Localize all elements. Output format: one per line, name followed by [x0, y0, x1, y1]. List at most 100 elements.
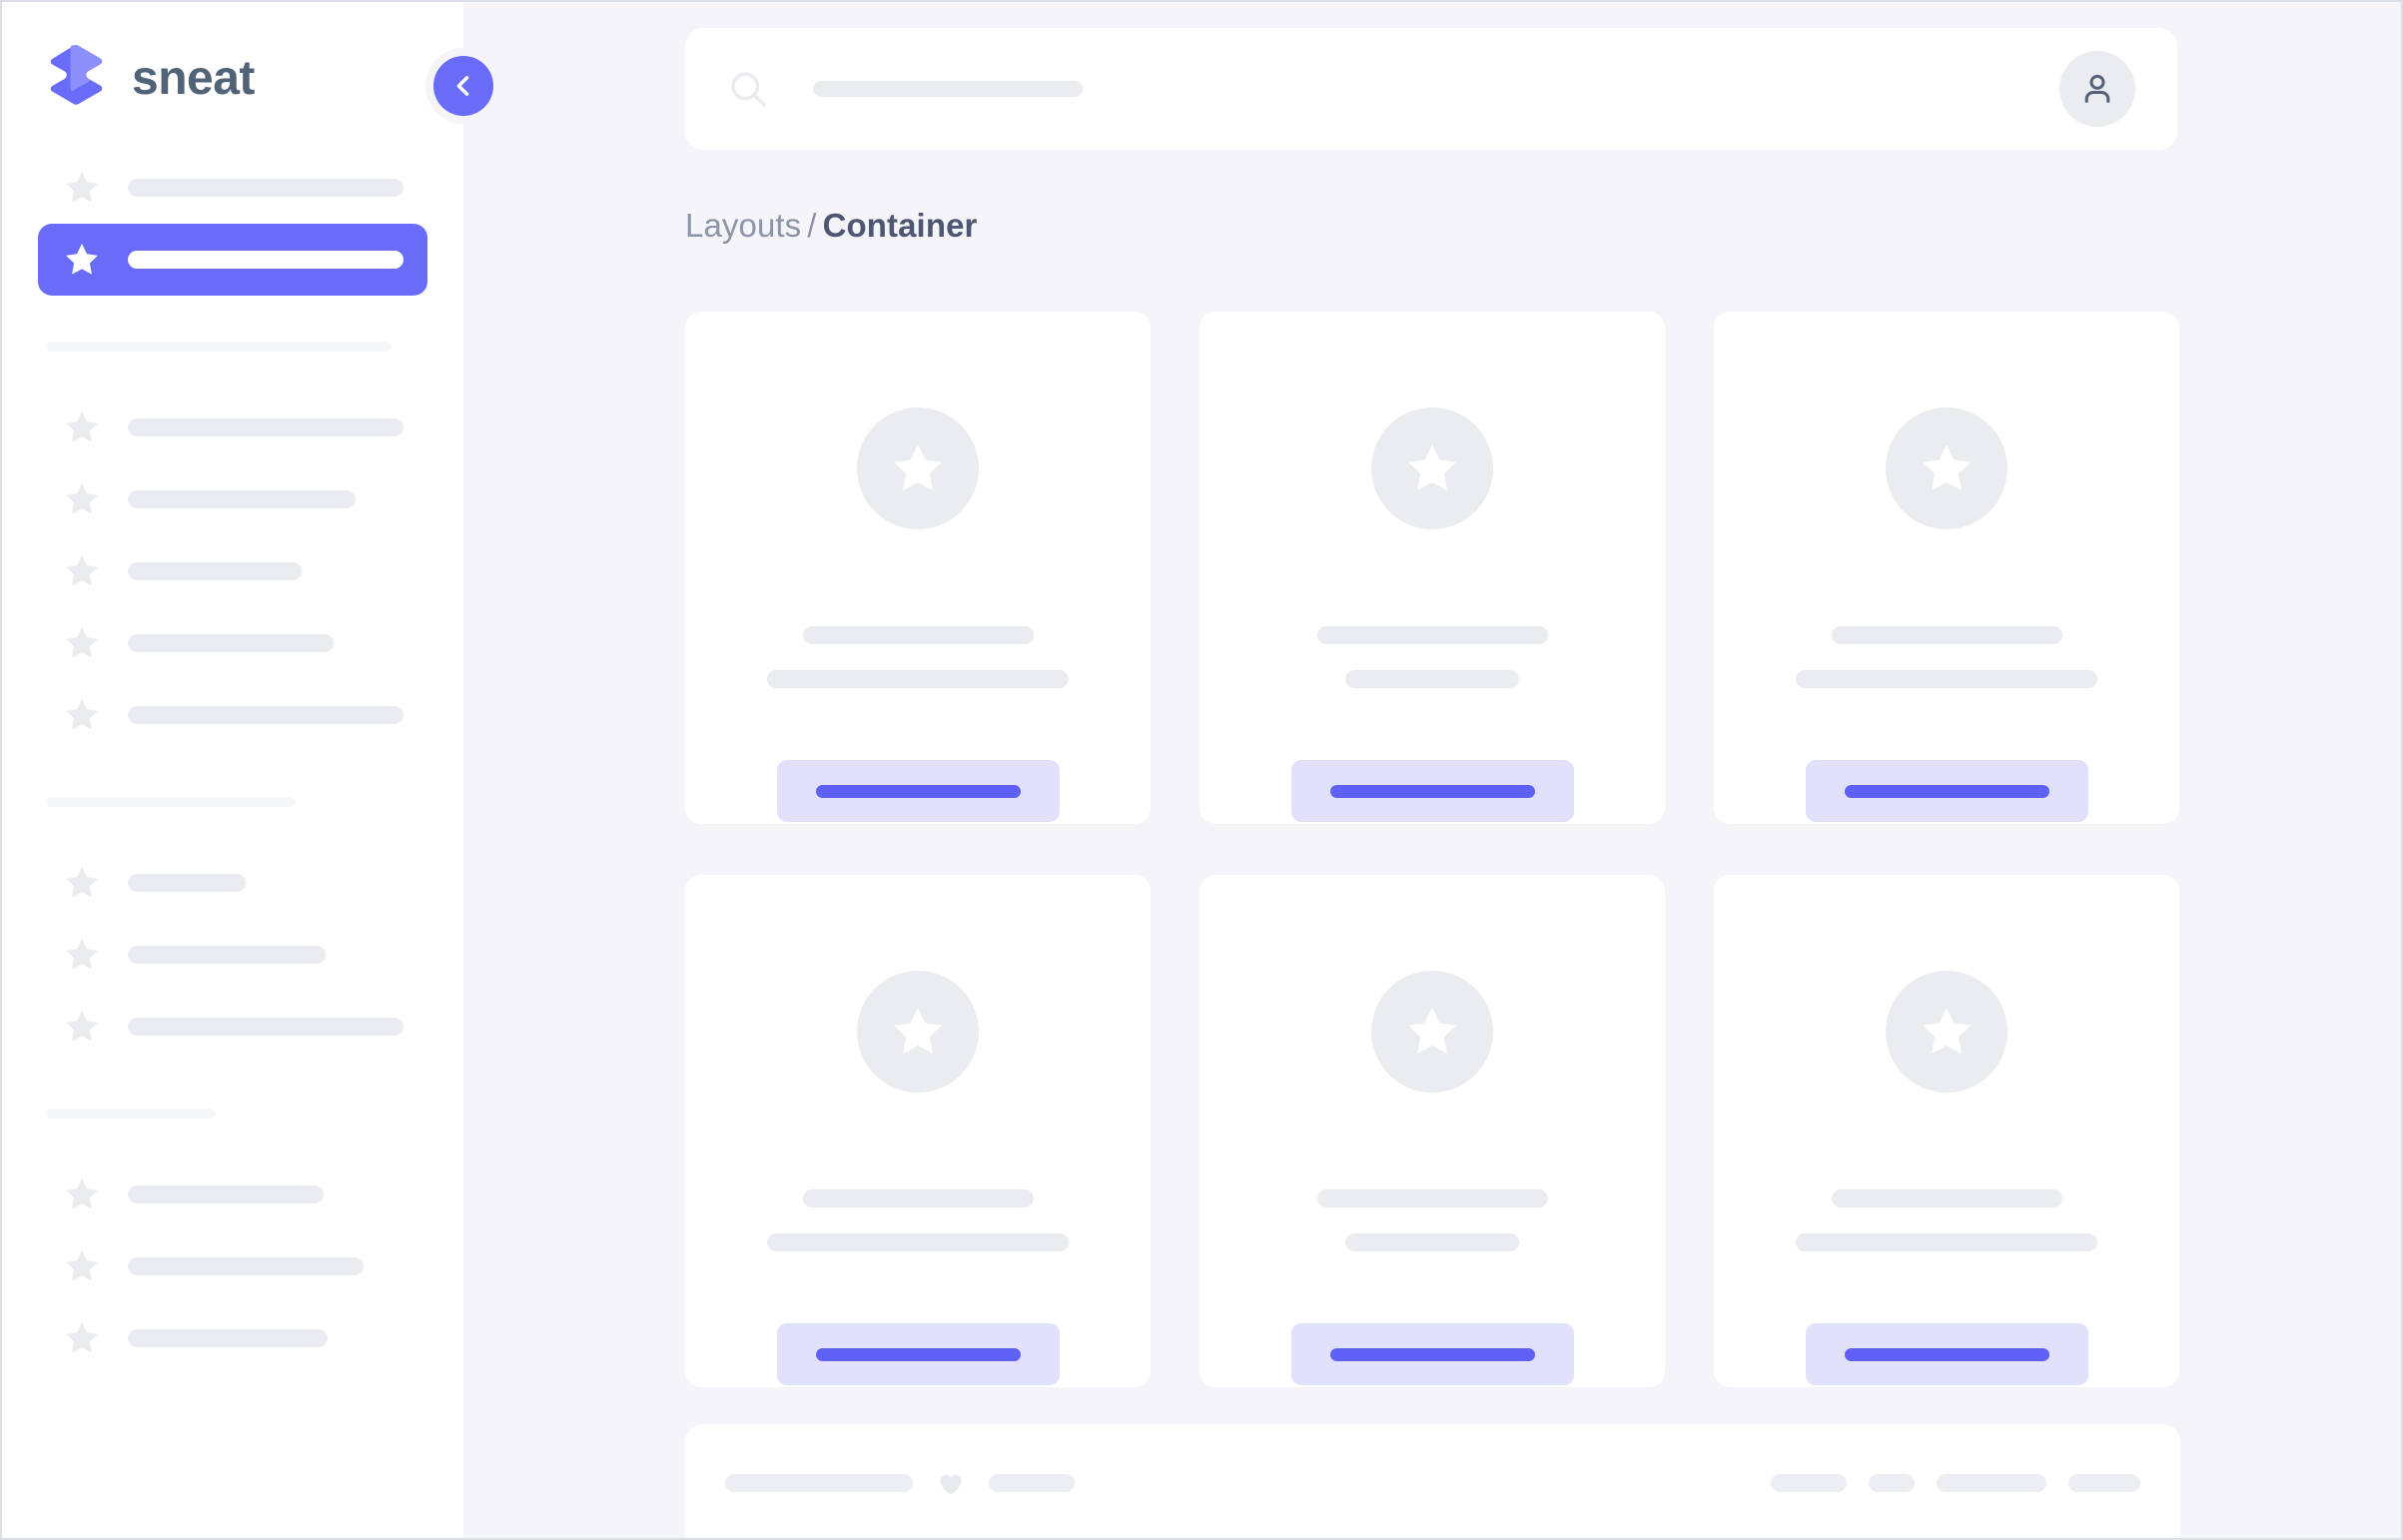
sidebar-item[interactable] [38, 1158, 427, 1230]
card-title-placeholder [1316, 626, 1548, 644]
search-input[interactable] [813, 81, 1083, 97]
card-subtitle-placeholder [1345, 670, 1519, 688]
search-box[interactable] [727, 68, 2059, 110]
star-icon [66, 699, 98, 730]
sidebar-section-divider [46, 342, 392, 352]
sidebar-item[interactable] [38, 991, 427, 1063]
card-avatar [1371, 971, 1493, 1093]
sidebar-item[interactable] [38, 847, 427, 919]
user-avatar-icon [2084, 74, 2110, 103]
star-icon [1923, 444, 1971, 490]
sidebar: sneat [2, 2, 501, 1538]
chevron-left-icon [456, 76, 469, 96]
top-navbar [685, 28, 2177, 150]
avatar[interactable] [2059, 51, 2135, 127]
card-subtitle-placeholder [1796, 670, 2097, 688]
footer-link[interactable] [2068, 1474, 2140, 1492]
sidebar-item-label [128, 1185, 324, 1203]
star-icon [1923, 1008, 1971, 1054]
star-icon [1408, 444, 1456, 490]
sidebar-item[interactable] [38, 463, 427, 535]
card-action-button[interactable] [1805, 760, 2088, 822]
card-subtitle-placeholder [767, 1233, 1069, 1251]
star-icon [66, 483, 98, 514]
sidebar-item[interactable] [38, 1302, 427, 1374]
content-card[interactable] [1200, 312, 1665, 824]
search-icon[interactable] [727, 68, 769, 110]
card-action-button[interactable] [776, 1323, 1060, 1385]
star-icon [66, 1322, 98, 1353]
sidebar-item[interactable] [38, 679, 427, 751]
sidebar-nav [2, 152, 463, 1374]
card-action-button[interactable] [1290, 760, 1574, 822]
sidebar-collapse-wrapper [425, 48, 501, 124]
breadcrumb: Layouts / Container [685, 207, 977, 245]
card-title-placeholder [1316, 1189, 1548, 1207]
sidebar-item[interactable] [38, 535, 427, 607]
star-icon [66, 1250, 98, 1281]
card-action-label [1329, 784, 1535, 798]
brand[interactable]: sneat [46, 42, 255, 114]
card-subtitle-placeholder [767, 670, 1069, 688]
card-title-placeholder [802, 1189, 1034, 1207]
star-icon [66, 1178, 98, 1209]
card-action-label [815, 1347, 1021, 1361]
star-icon [66, 172, 98, 203]
star-icon [1408, 1008, 1456, 1054]
star-icon [894, 1008, 942, 1054]
heart-icon [940, 1474, 962, 1495]
sidebar-item-label [128, 946, 326, 964]
card-avatar [857, 407, 979, 529]
breadcrumb-parent[interactable]: Layouts [685, 207, 802, 244]
content-card[interactable] [685, 312, 1151, 824]
card-action-label [1329, 1347, 1535, 1361]
star-icon [66, 939, 98, 970]
sidebar-item-active[interactable] [38, 224, 427, 296]
sidebar-item-label [128, 562, 302, 580]
star-icon [66, 411, 98, 442]
sidebar-item-label [128, 418, 403, 436]
card-avatar [1886, 407, 2007, 529]
sidebar-item-label [128, 179, 403, 197]
card-title-placeholder [1831, 626, 2062, 644]
sidebar-item-label [128, 1257, 364, 1275]
card-avatar [1371, 407, 1493, 529]
card-subtitle-placeholder [1345, 1233, 1519, 1251]
content-card[interactable] [1714, 875, 2179, 1387]
card-title-placeholder [802, 626, 1034, 644]
card-avatar [1886, 971, 2007, 1093]
sidebar-item-label [128, 490, 356, 508]
card-action-button[interactable] [776, 760, 1060, 822]
sidebar-item[interactable] [38, 1230, 427, 1302]
brand-name: sneat [132, 51, 255, 105]
footer-link[interactable] [1771, 1474, 1847, 1492]
footer-links [1771, 1474, 2140, 1492]
sidebar-item[interactable] [38, 152, 427, 224]
sidebar-item-label [128, 251, 403, 269]
sidebar-section-divider [46, 797, 296, 807]
breadcrumb-current: Container [822, 207, 978, 244]
sidebar-item[interactable] [38, 391, 427, 463]
card-action-button[interactable] [1805, 1323, 2088, 1385]
sidebar-item-label [128, 1018, 403, 1036]
content-card[interactable] [1200, 875, 1665, 1387]
card-action-label [1844, 1347, 2049, 1361]
card-action-button[interactable] [1290, 1323, 1574, 1385]
footer-link[interactable] [1937, 1474, 2046, 1492]
star-icon [66, 1011, 98, 1042]
footer-link[interactable] [1869, 1474, 1915, 1492]
sidebar-collapse-button[interactable] [433, 56, 493, 116]
card-action-label [815, 784, 1021, 798]
sidebar-item[interactable] [38, 919, 427, 991]
sneat-logo-icon [50, 45, 103, 105]
star-icon [66, 244, 98, 275]
sidebar-item-label [128, 1329, 328, 1347]
sidebar-item[interactable] [38, 607, 427, 679]
main-content: Layouts / Container [463, 2, 2401, 1538]
content-card[interactable] [685, 875, 1151, 1387]
star-icon [66, 627, 98, 658]
card-action-label [1844, 784, 2049, 798]
card-avatar [857, 971, 979, 1093]
content-card[interactable] [1714, 312, 2179, 824]
